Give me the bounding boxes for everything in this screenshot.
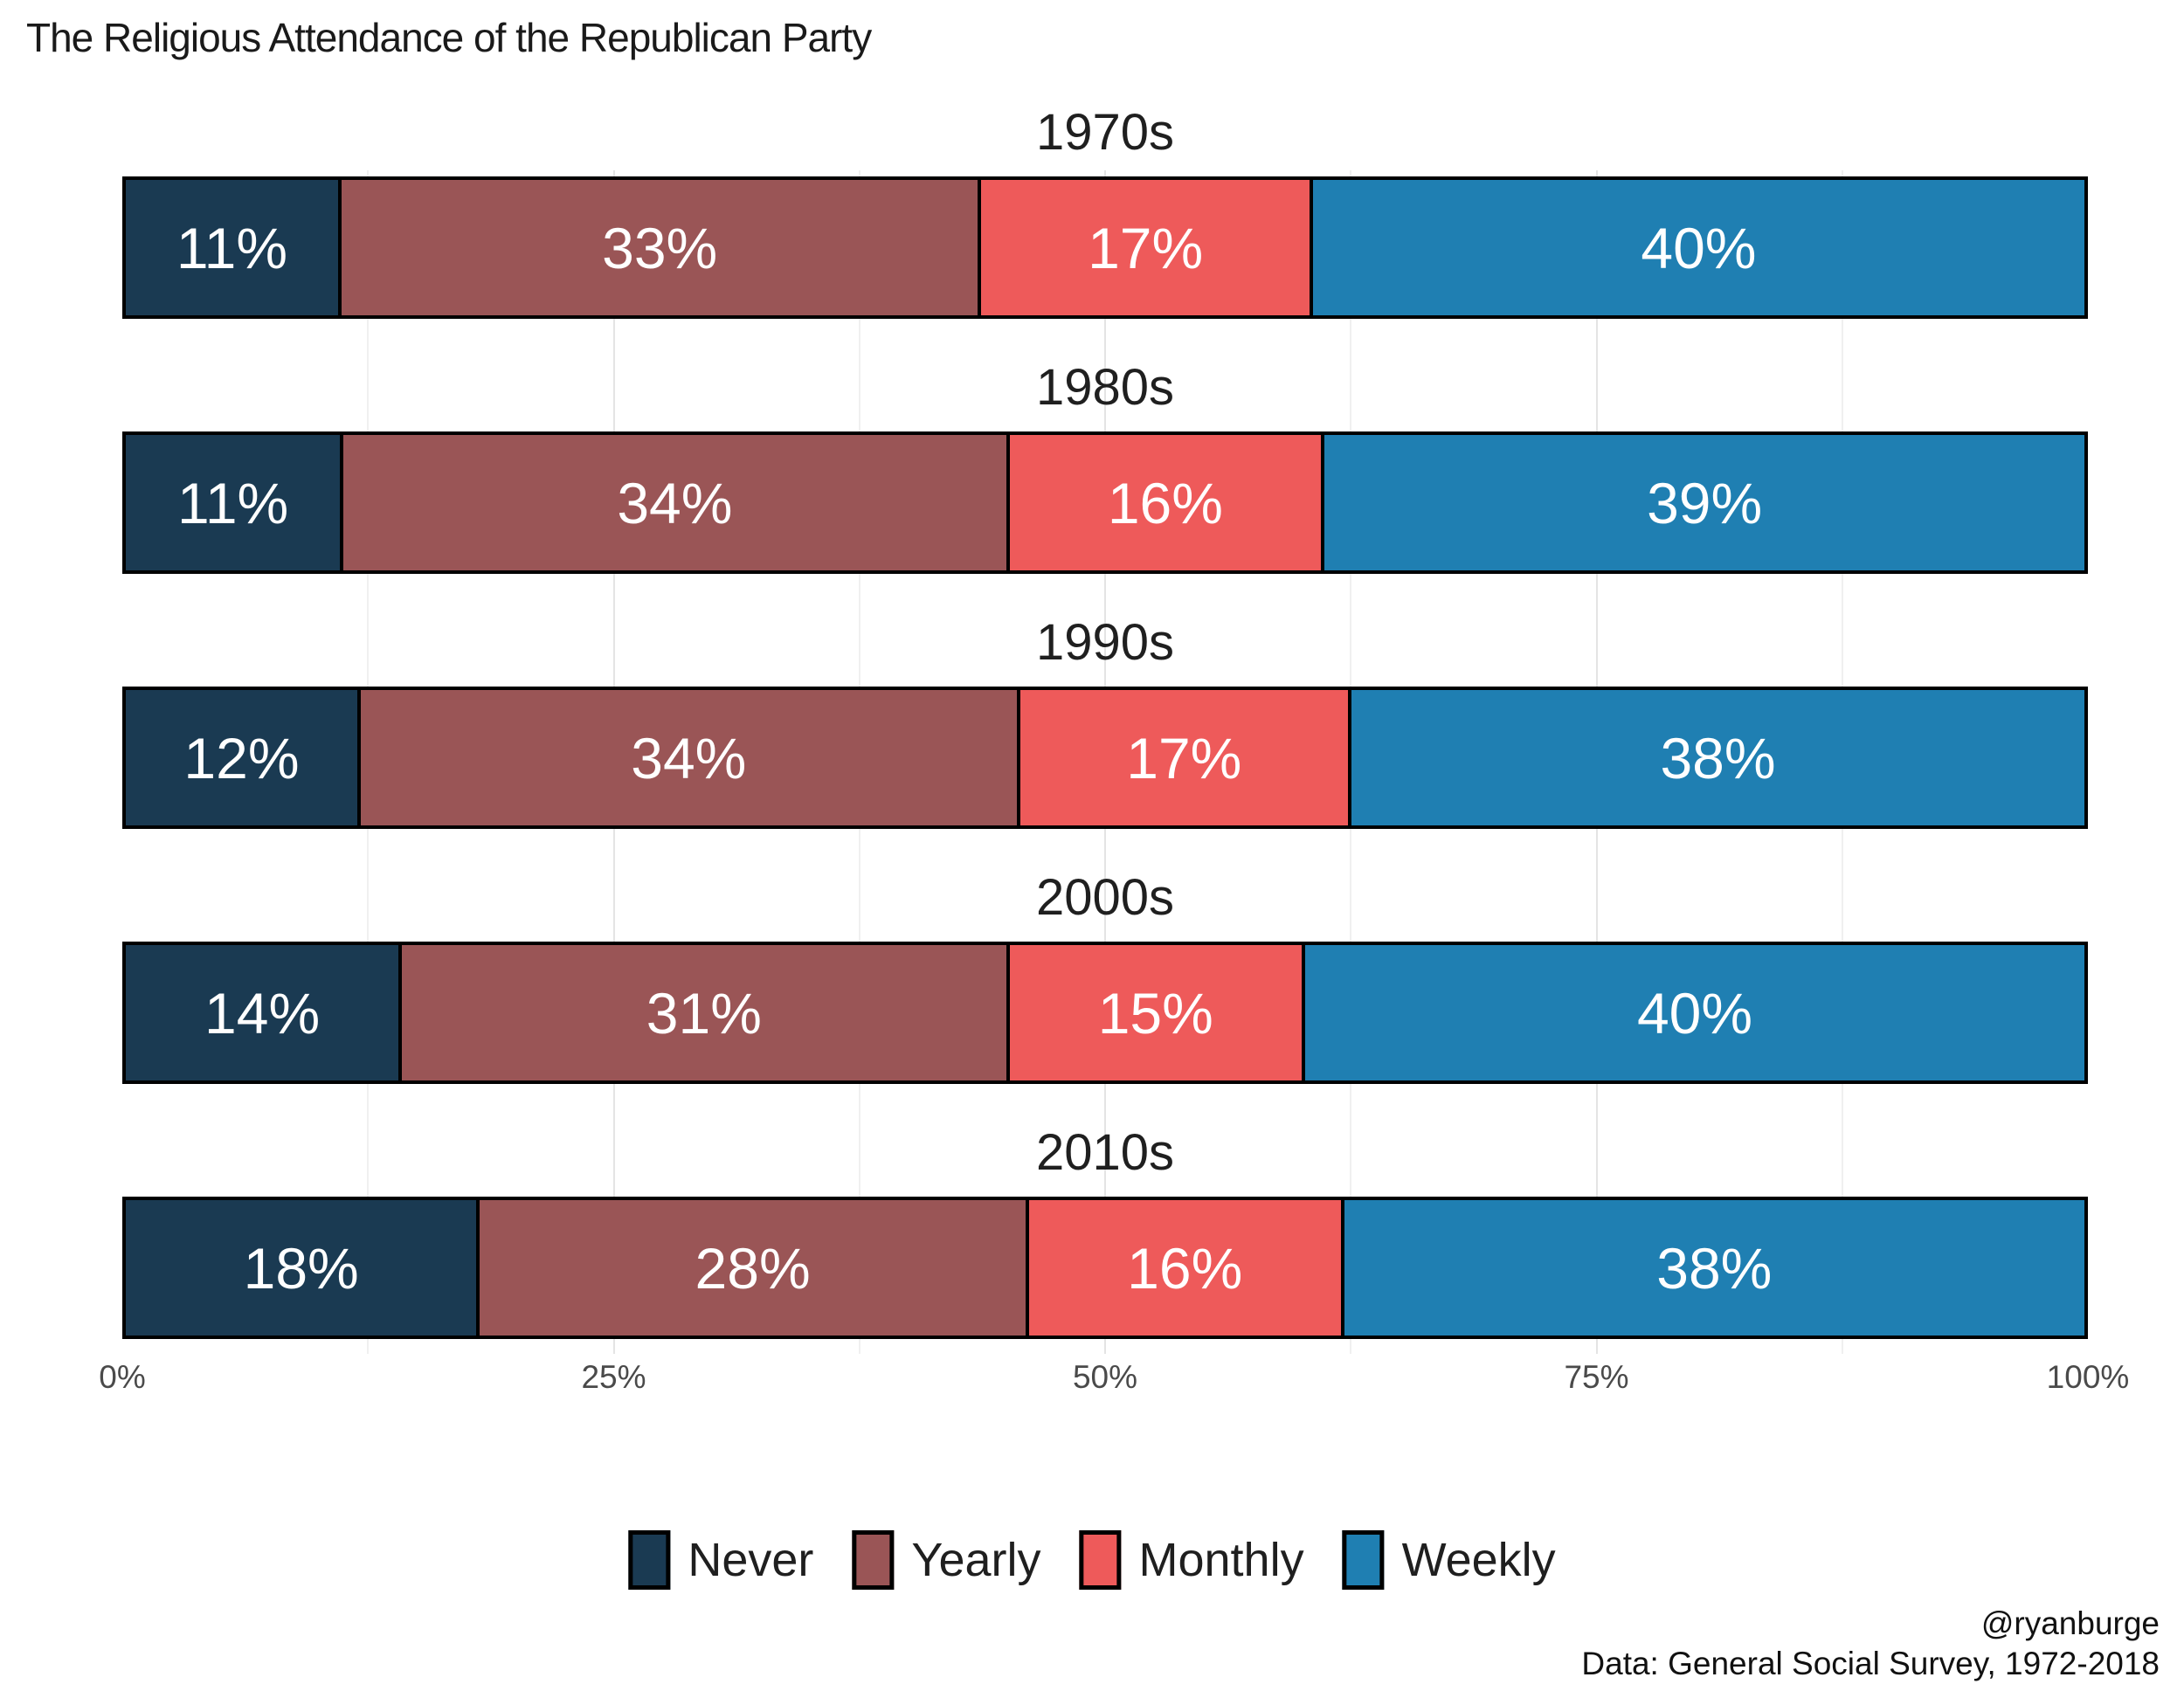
legend-label: Weekly xyxy=(1401,1534,1556,1586)
decade-group-1990s: 1990s 12% 34% 17% 38% xyxy=(122,606,2088,829)
legend-label: Never xyxy=(688,1534,814,1586)
decade-label: 1990s xyxy=(1035,614,1175,671)
bar-segment-never: 12% xyxy=(122,687,361,829)
bar-segment-yearly: 28% xyxy=(476,1197,1029,1339)
attribution: @ryanburge Data: General Social Survey, … xyxy=(1581,1604,2160,1684)
bar-segment-weekly: 38% xyxy=(1347,687,2088,829)
legend-item-yearly: Yearly xyxy=(852,1530,1041,1590)
bar-segment-monthly: 16% xyxy=(1025,1197,1344,1339)
legend-swatch-icon xyxy=(1079,1530,1122,1590)
bar-segment-yearly: 33% xyxy=(337,176,982,319)
bar-segment-yearly: 34% xyxy=(356,687,1020,829)
chart-title: The Religious Attendance of the Republic… xyxy=(26,15,872,60)
bar-segment-monthly: 17% xyxy=(978,176,1313,319)
stacked-bar: 18% 28% 16% 38% xyxy=(122,1197,2089,1339)
stacked-bar: 14% 31% 15% 40% xyxy=(122,942,2088,1084)
x-tick-label: 75% xyxy=(1564,1359,1629,1395)
decade-group-2010s: 2010s 18% 28% 16% 38% xyxy=(122,1116,2089,1339)
legend-label: Yearly xyxy=(911,1534,1041,1586)
legend-item-never: Never xyxy=(628,1530,813,1590)
legend: Never Yearly Monthly Weekly xyxy=(628,1530,1556,1590)
legend-swatch-icon xyxy=(628,1530,671,1590)
attribution-source: Data: General Social Survey, 1972-2018 xyxy=(1581,1646,2160,1681)
bar-segment-never: 11% xyxy=(122,176,342,319)
legend-swatch-icon xyxy=(852,1530,895,1590)
legend-item-monthly: Monthly xyxy=(1079,1530,1304,1590)
decade-label: 1980s xyxy=(1035,359,1175,416)
decade-group-1970s: 1970s 11% 33% 17% 40% xyxy=(122,96,2088,319)
stacked-bar: 11% 33% 17% 40% xyxy=(122,176,2088,319)
bar-segment-yearly: 34% xyxy=(340,431,1010,574)
decade-label: 2010s xyxy=(1035,1124,1175,1181)
x-tick-label: 100% xyxy=(2046,1359,2130,1395)
decade-label: 2000s xyxy=(1035,869,1175,926)
bar-segment-monthly: 15% xyxy=(1006,942,1305,1084)
decade-group-2000s: 2000s 14% 31% 15% 40% xyxy=(122,861,2088,1084)
legend-label: Monthly xyxy=(1138,1534,1304,1586)
bar-segment-monthly: 16% xyxy=(1006,431,1325,574)
stacked-bar: 11% 34% 16% 39% xyxy=(122,431,2088,574)
decade-label: 1970s xyxy=(1035,104,1175,161)
bar-segment-weekly: 39% xyxy=(1321,431,2088,574)
bar-segment-never: 18% xyxy=(122,1197,480,1339)
attribution-handle: @ryanburge xyxy=(1980,1605,2160,1641)
bar-segment-never: 11% xyxy=(122,431,344,574)
x-axis: 0% 25% 50% 75% 100% xyxy=(99,1359,2129,1403)
x-tick-label: 25% xyxy=(581,1359,646,1395)
x-tick-label: 0% xyxy=(99,1359,146,1395)
x-tick-label: 50% xyxy=(1072,1359,1138,1395)
stacked-bar: 12% 34% 17% 38% xyxy=(122,687,2088,829)
legend-item-weekly: Weekly xyxy=(1342,1530,1556,1590)
bar-segment-weekly: 38% xyxy=(1340,1197,2089,1339)
bar-segment-monthly: 17% xyxy=(1016,687,1351,829)
legend-swatch-icon xyxy=(1342,1530,1385,1590)
bar-segment-never: 14% xyxy=(122,942,403,1084)
bar-segment-weekly: 40% xyxy=(1309,176,2088,319)
bar-segment-weekly: 40% xyxy=(1302,942,2088,1084)
decade-group-1980s: 1980s 11% 34% 16% 39% xyxy=(122,351,2088,574)
bar-segment-yearly: 31% xyxy=(398,942,1010,1084)
